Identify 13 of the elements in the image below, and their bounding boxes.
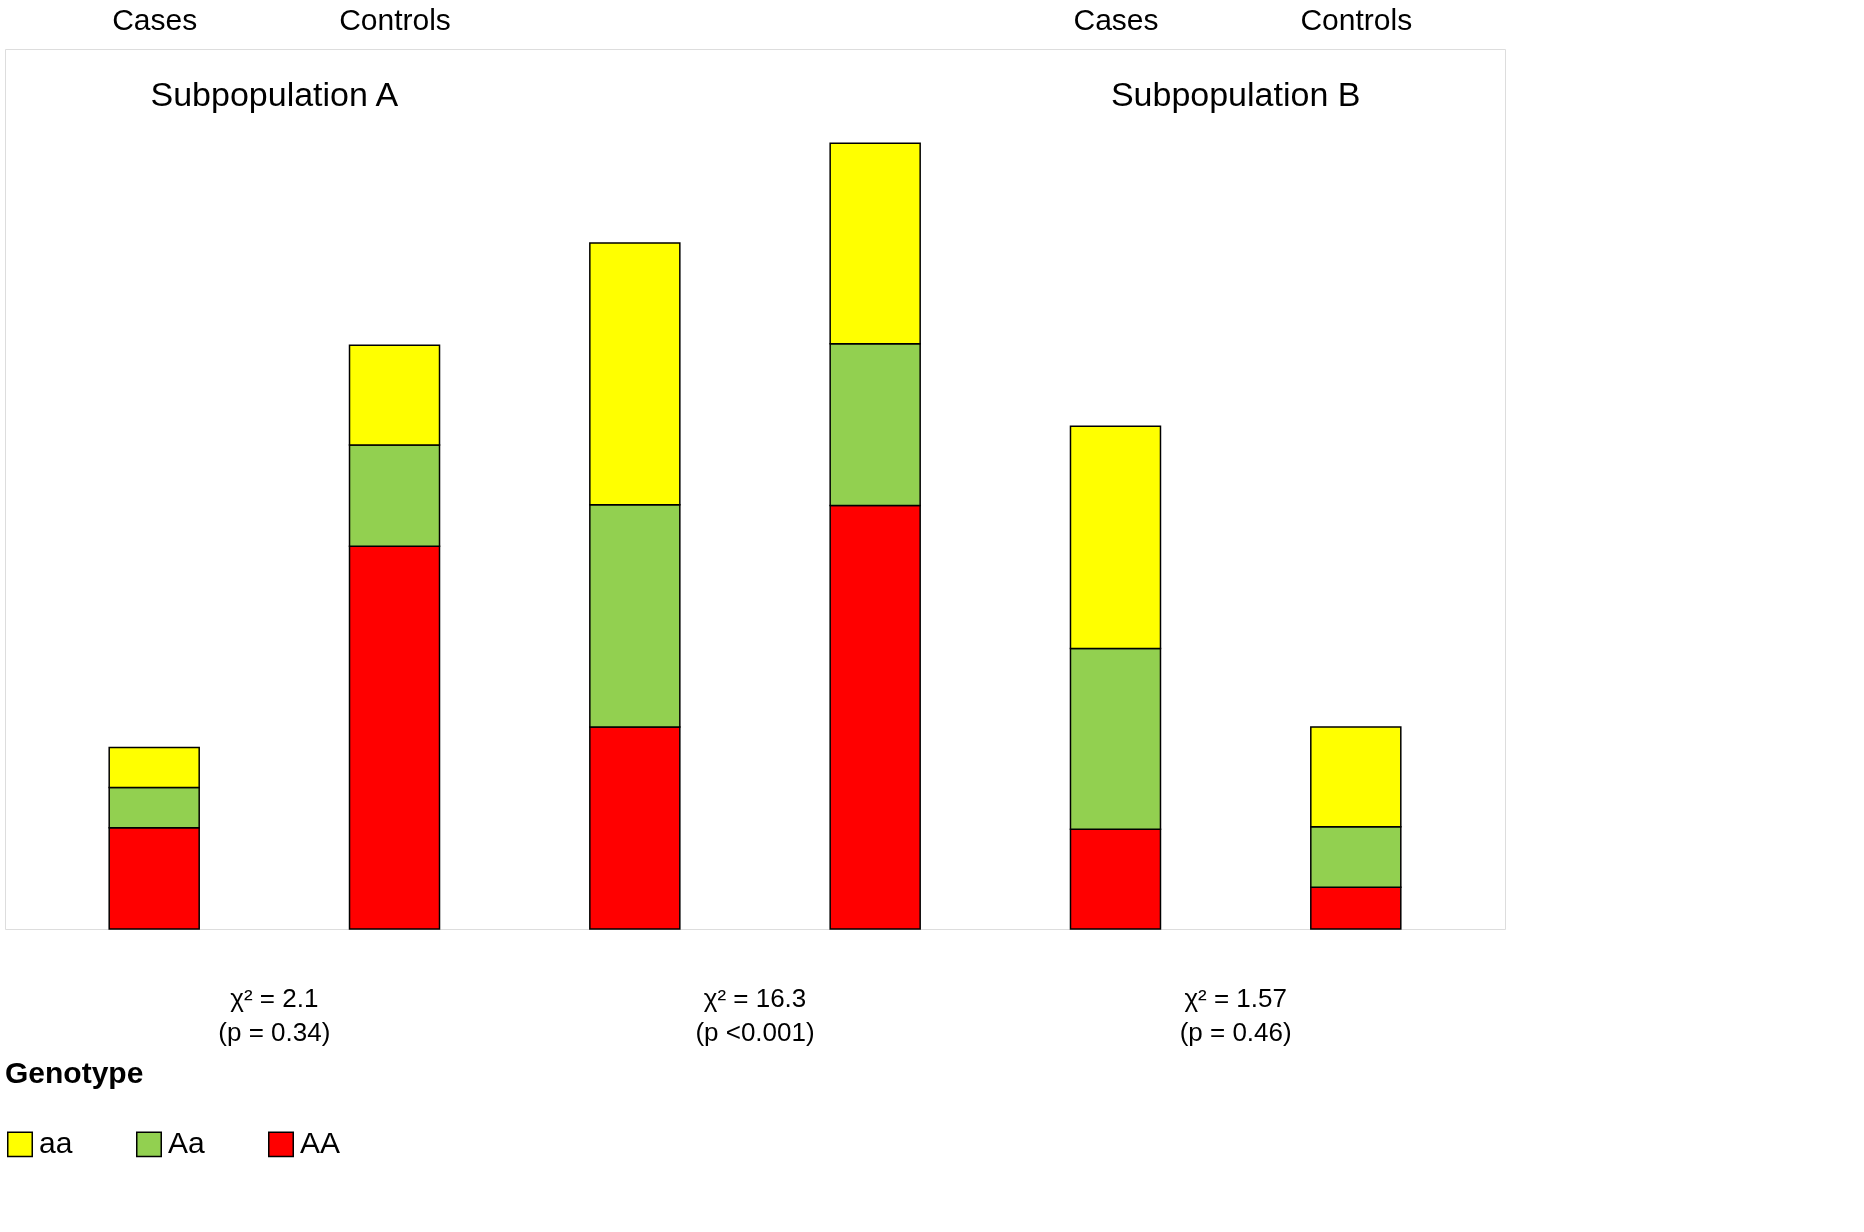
x-tick-label: Cases bbox=[1073, 2, 1159, 36]
x-tick-label: Controls bbox=[339, 2, 451, 36]
text: χ² = 1.57 (p = 0.46) bbox=[1179, 983, 1292, 1047]
legend-label: aa bbox=[39, 1126, 73, 1160]
text: χ² = 2.1 (p = 0.34) bbox=[218, 983, 331, 1047]
legend-label: Aa bbox=[168, 1126, 206, 1160]
x-tick-label: Cases bbox=[112, 2, 198, 36]
text: Subpopulation B bbox=[1110, 75, 1361, 114]
text: Subpopulation A bbox=[150, 75, 399, 114]
text: χ² = 16.3 (p <0.001) bbox=[695, 983, 815, 1047]
x-tick-label: Controls bbox=[1300, 2, 1413, 36]
legend-title: Genotype bbox=[5, 1056, 144, 1089]
legend-label: AA bbox=[300, 1126, 341, 1160]
